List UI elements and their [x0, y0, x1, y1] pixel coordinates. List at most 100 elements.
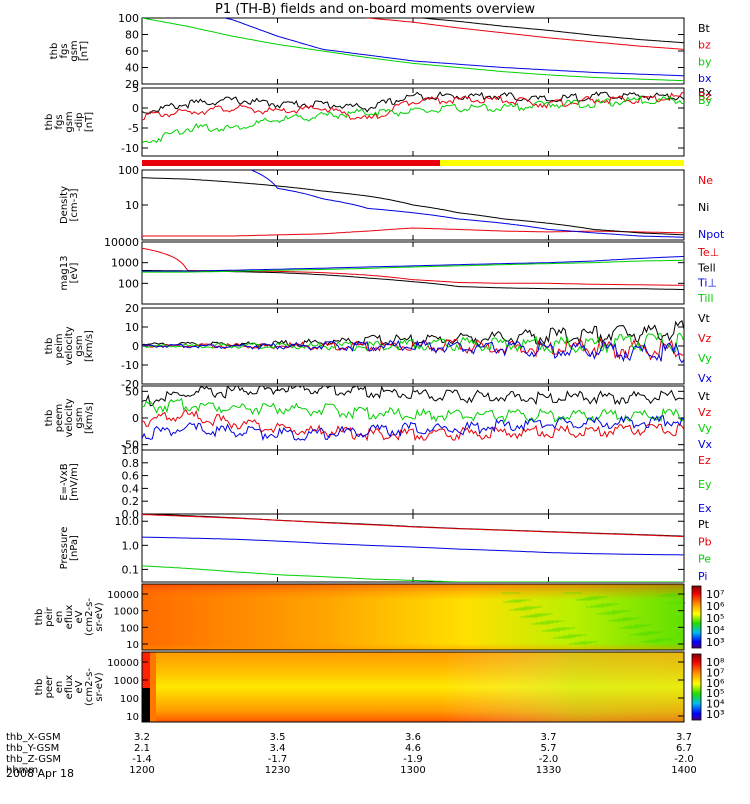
spectrogram-texture [524, 606, 542, 608]
series-line-bz [364, 18, 684, 50]
legend-label: Bt [698, 22, 711, 35]
spectrogram-texture [629, 625, 647, 627]
spectrogram-texture [634, 624, 652, 626]
orbit-row-value: 1330 [536, 765, 561, 776]
spectrogram-texture [509, 609, 527, 611]
legend-label: bz [698, 39, 711, 52]
legend-label: Bx [698, 86, 713, 99]
spectrogram-texture [618, 618, 636, 620]
panel-temp: mag13 [eV] 10000 1000 100 Te⊥ Tell Ti⊥ Till [59, 236, 719, 305]
legend-peem: Vt Vz Vy Vx [698, 390, 713, 451]
spectrogram-texture [520, 616, 538, 618]
legend-label: Npot [698, 228, 725, 241]
orbit-row-value: -2.0 [539, 754, 559, 765]
ytick-label: 10000 [107, 658, 139, 669]
series-line-Vy [142, 332, 684, 354]
ylabel-text: gsm [74, 407, 85, 428]
spectrogram-texture [552, 628, 570, 630]
orbit-row-value: 1200 [129, 765, 154, 776]
mode-bar-yellow [440, 160, 684, 166]
orbit-row-value: -1.9 [403, 754, 423, 765]
series-line-Ne [142, 227, 684, 237]
orbit-row-value: 4.6 [405, 743, 421, 754]
orbit-row-value: 1400 [671, 765, 696, 776]
ylabel-text: sr-eV) [94, 602, 105, 631]
ylabel-text: peem [54, 404, 65, 432]
ylabel-text: thb [49, 43, 60, 60]
series-line-Ni [142, 177, 684, 236]
panel-peem: thb peem velocity gsm [km/s] 50 0 -50 Vt Vz Vy Vx [44, 385, 713, 451]
spectrogram-texture [553, 637, 571, 639]
legend-label: Tell [697, 261, 716, 274]
colorbar-scale [691, 585, 702, 649]
series-line-Ti⊥ [142, 255, 684, 272]
ylabel-text: gsm [64, 111, 75, 132]
ytick-label: 0.8 [122, 457, 140, 470]
ytick-label: 20 [125, 78, 139, 91]
ylabel-text: mag13 [59, 256, 70, 291]
ytick-label: 0.1 [122, 563, 140, 576]
spectrogram-texture [668, 602, 686, 604]
ytick-label: 0 [132, 102, 139, 115]
series-line-Pb [142, 514, 684, 538]
ylabel-text: -dip [74, 112, 85, 131]
legend-label: Ez [698, 454, 711, 467]
spectrogram-texture [530, 614, 548, 616]
ylabel-text: thb [44, 338, 55, 355]
colorbar-tick: 10⁸ [706, 656, 725, 669]
ytick-label: 10 [126, 712, 139, 723]
legend-label: Pt [698, 518, 710, 531]
ylabel-text: peim [54, 333, 65, 358]
ylabel-text: gsm [69, 40, 80, 61]
ylabel-text: Pressure [59, 527, 70, 570]
spectrogram-texture [635, 633, 653, 635]
series-group [142, 91, 684, 144]
panel-frame [141, 241, 685, 305]
series-group [142, 319, 684, 364]
spectrogram-texture [513, 599, 531, 601]
ylabel-text: [nPa] [69, 535, 80, 561]
spectrogram-texture [568, 634, 586, 636]
spectrogram-texture [662, 594, 680, 596]
spectrogram-texture [597, 613, 615, 615]
ylabel-text: velocity [64, 398, 75, 437]
ylabel-text: eflux [64, 675, 75, 700]
spectrogram-texture [596, 604, 614, 606]
spectrogram-texture [613, 619, 631, 621]
orbit-axis: thb_X-GSM 3.2 3.5 3.6 3.7 3.7 thb_Y-GSM 2.1 3.4 4… [6, 732, 697, 776]
spectrogram-texture [541, 621, 559, 623]
colorbar-tick: 10⁵ [706, 687, 724, 700]
ytick-label: 10 [125, 321, 139, 334]
legend-label: Vx [698, 438, 713, 451]
orbit-row-value: 3.7 [541, 732, 557, 743]
spectrogram-texture [619, 627, 637, 629]
ylabel-text: gsm [74, 335, 85, 356]
spectrogram-texture [656, 638, 674, 640]
series-line-Pe [142, 565, 684, 582]
orbit-row-value: 3.4 [270, 743, 286, 754]
mode-bar-red [142, 160, 440, 166]
orbit-row-value: 3.5 [270, 732, 286, 743]
series-group [142, 514, 684, 582]
ylabel-text: [nT] [79, 41, 90, 61]
spectrogram-texture [563, 635, 581, 637]
colorbar-tick: 10⁷ [706, 666, 724, 679]
ytick-label: 100 [120, 623, 139, 634]
spectrogram-peir [142, 584, 686, 650]
ylabel-text: en [54, 681, 65, 694]
spectrogram-texture [535, 613, 553, 615]
panel-fgs: thb fgs gsm [nT] 100 80 60 40 20 Bt bz by bx [49, 12, 712, 91]
spectrogram-texture [536, 622, 554, 624]
spectrogram-texture [667, 593, 685, 595]
spectrogram-texture [657, 595, 675, 597]
series-line-Till [142, 259, 684, 273]
ylabel-text: velocity [64, 326, 75, 365]
ylabel-text: peer [44, 675, 55, 699]
ytick-label: 100 [120, 694, 139, 705]
spectrogram-texture [640, 632, 658, 634]
